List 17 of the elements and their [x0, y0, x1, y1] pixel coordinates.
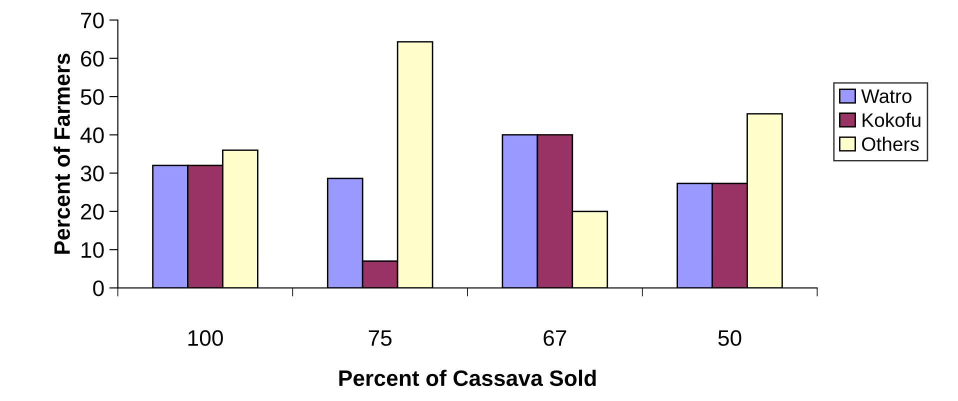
y-tick-label: 10 — [82, 242, 104, 258]
y-tick-label: 50 — [80, 89, 104, 105]
y-tick-label: 0 — [93, 280, 104, 296]
legend-label: Others — [862, 136, 919, 152]
x-tick-label: 67 — [544, 330, 566, 346]
legend-label: Kokofu — [862, 112, 920, 128]
x-tick-label: 75 — [368, 330, 392, 346]
x-tick-label: 100 — [188, 330, 223, 346]
x-tick-label: 50 — [718, 330, 742, 346]
y-tick-label: 40 — [80, 127, 104, 144]
y-tick-label: 60 — [81, 50, 104, 67]
y-tick-label: 70 — [81, 12, 104, 28]
y-tick-label: 20 — [81, 204, 104, 220]
x-axis-title: Percent of Cassava Sold — [339, 370, 596, 386]
y-axis-title: Percent of Farmers — [54, 54, 70, 254]
legend-label: Watro — [861, 90, 912, 104]
y-tick-label: 30 — [80, 166, 104, 182]
